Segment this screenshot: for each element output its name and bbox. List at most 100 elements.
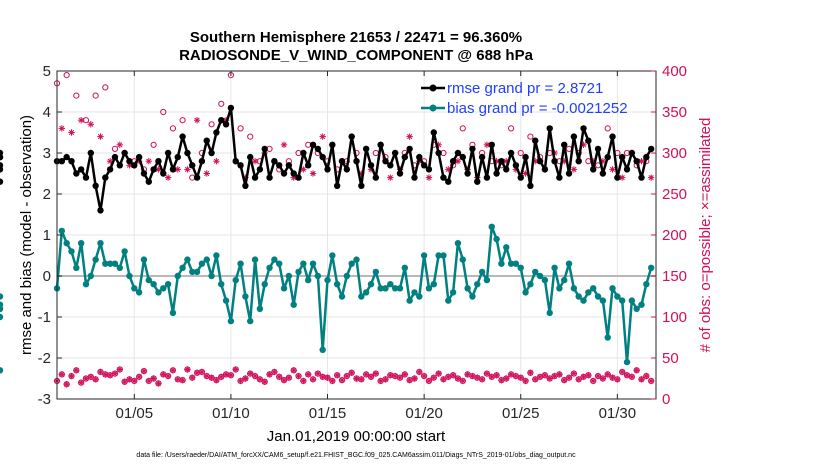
obs-assimilated-high-2-stroke-3 [68,129,75,136]
obs-assimilated-low-87-stroke-3 [474,375,480,381]
series-1-point-91 [493,235,500,243]
y-left-tick-label-6: 3 [43,145,51,162]
series-0-point-85 [464,170,471,177]
series-1-point-96 [517,264,524,271]
series-1-point-36 [227,317,235,325]
series-0-point-12 [111,153,119,161]
obs-assimilated-low-12-stroke-3 [112,370,118,377]
series-1-point-32 [208,272,215,280]
series-0-point-101 [541,166,549,173]
series-0-point-22 [160,170,167,177]
obs-assimilated-low-32-stroke-3 [208,375,215,381]
series-0-point-94 [507,149,515,157]
x-tick-label-1: 01/10 [212,405,250,422]
series-1-point-19 [145,276,152,284]
obs-assimilated-low-88-stroke-3 [479,376,485,382]
obs-assimilated-low-58-stroke-3 [334,372,340,378]
series-1-point-55 [319,346,326,353]
series-0-point-84 [459,153,466,161]
series-0-point-107 [570,133,578,140]
series-1-point-56 [324,276,331,284]
obs-possible-high-38 [237,125,244,132]
series-1-point-16 [131,285,138,292]
series-1-point-44 [266,264,273,271]
obs-assimilated-low-28 [189,374,196,381]
series-1-point-54 [314,272,322,280]
obs-assimilated-low-80 [440,376,447,383]
obs-assimilated-low-30 [198,368,206,376]
legend-bias-label: bias grand pr = -0.0021252 [447,100,628,117]
obs-assimilated-low-55-stroke-3 [320,374,326,380]
series-0-point-47 [280,170,288,177]
series-0-point-102 [546,125,553,132]
series-0-point-112 [594,145,602,153]
series-0-point-42 [256,166,264,173]
obs-assimilated-low-48 [285,374,293,381]
series-1-point-52 [304,276,312,284]
obs-assimilated-high-32-stroke-3 [213,158,220,164]
y-left-tick-label-3: 0 [43,268,51,285]
x-axis-label: Jan.01,2019 00:00:00 start [267,428,446,445]
obs-assimilated-low-90 [488,373,495,381]
x-axis-ticks: 01/05 01/10 01/15 01/20 01/25 01/30 [116,71,636,422]
obs-assimilated-low-6-stroke-3 [83,375,89,382]
obs-assimilated-high-6 [87,121,95,128]
obs-assimilated-low-96-stroke-3 [518,375,524,381]
obs-assimilated-high-88 [483,141,491,148]
x-tick-label-4: 01/25 [502,405,540,422]
y-axis-left-ticks: -3 -2 -1 0 1 2 3 4 5 [38,63,62,408]
series-0-point-38 [237,162,244,169]
series-1-point-28 [189,268,196,276]
series-0-point-72 [401,153,409,161]
obs-assimilated-low-11 [106,372,114,379]
obs-assimilated-low-74-stroke-3 [411,375,418,382]
obs-assimilated-high-0 [58,125,66,132]
series-1-point-116 [614,293,621,300]
series-1-point-30 [198,260,206,267]
y-right-tick-label-1: 50 [662,350,679,367]
series-1-point-53 [309,260,317,267]
obs-assimilated-low-84 [459,377,466,385]
obs-assimilated-low-98 [527,369,534,376]
obs-assimilated-low-112 [594,372,602,380]
obs-assimilated-high-40-stroke-3 [252,158,258,164]
series-1-point-2 [63,240,70,247]
obs-assimilated-low-44-stroke-3 [266,371,273,377]
obs-assimilated-low-91 [493,372,500,379]
obs-assimilated-low-34-stroke-3 [218,374,224,380]
series-0-point-109 [580,125,587,132]
series-1-point-109 [580,297,587,304]
y-right-tick-label-6: 300 [662,145,687,162]
obs-assimilated-low-47 [280,376,288,384]
obs-assimilated-low-110 [585,372,592,379]
series-0-point-111 [590,166,597,173]
obs-possible-high-12 [111,145,119,152]
obs-assimilated-low-69-stroke-3 [387,372,393,378]
obs-assimilated-low-4 [73,367,80,374]
obs-assimilated-low-48-stroke-3 [286,375,292,381]
series-0-point-121 [638,174,645,181]
y-right-tick-label-5: 250 [662,186,687,203]
obs-assimilated-high-122 [647,174,655,181]
series-1-point-37 [232,276,239,284]
series-0-point-43 [261,145,268,153]
obs-assimilated-low-93-stroke-3 [503,375,509,382]
obs-assimilated-low-109-stroke-3 [580,374,587,380]
obs-assimilated-high-8 [97,133,104,140]
series-0-point-66 [372,174,380,181]
obs-assimilated-low-112-stroke-3 [595,373,601,379]
obs-assimilated-low-46-stroke-3 [276,374,282,380]
obs-possible-high-8 [92,92,99,99]
series-1-point-101 [541,276,549,284]
obs-assimilated-low-115-stroke-3 [609,375,616,381]
series-1-point-9 [97,240,104,247]
series-1-point-10 [102,260,109,267]
obs-assimilated-low-14-stroke-3 [122,379,128,385]
obs-assimilated-low-50 [295,372,302,380]
series-1-point-22 [160,285,167,292]
series-0-point-106 [565,170,573,177]
series-0-point-122 [643,153,650,161]
obs-assimilated-high-120 [638,158,645,165]
series-1-point-98 [527,281,534,288]
obs-assimilated-high-116 [618,174,626,181]
